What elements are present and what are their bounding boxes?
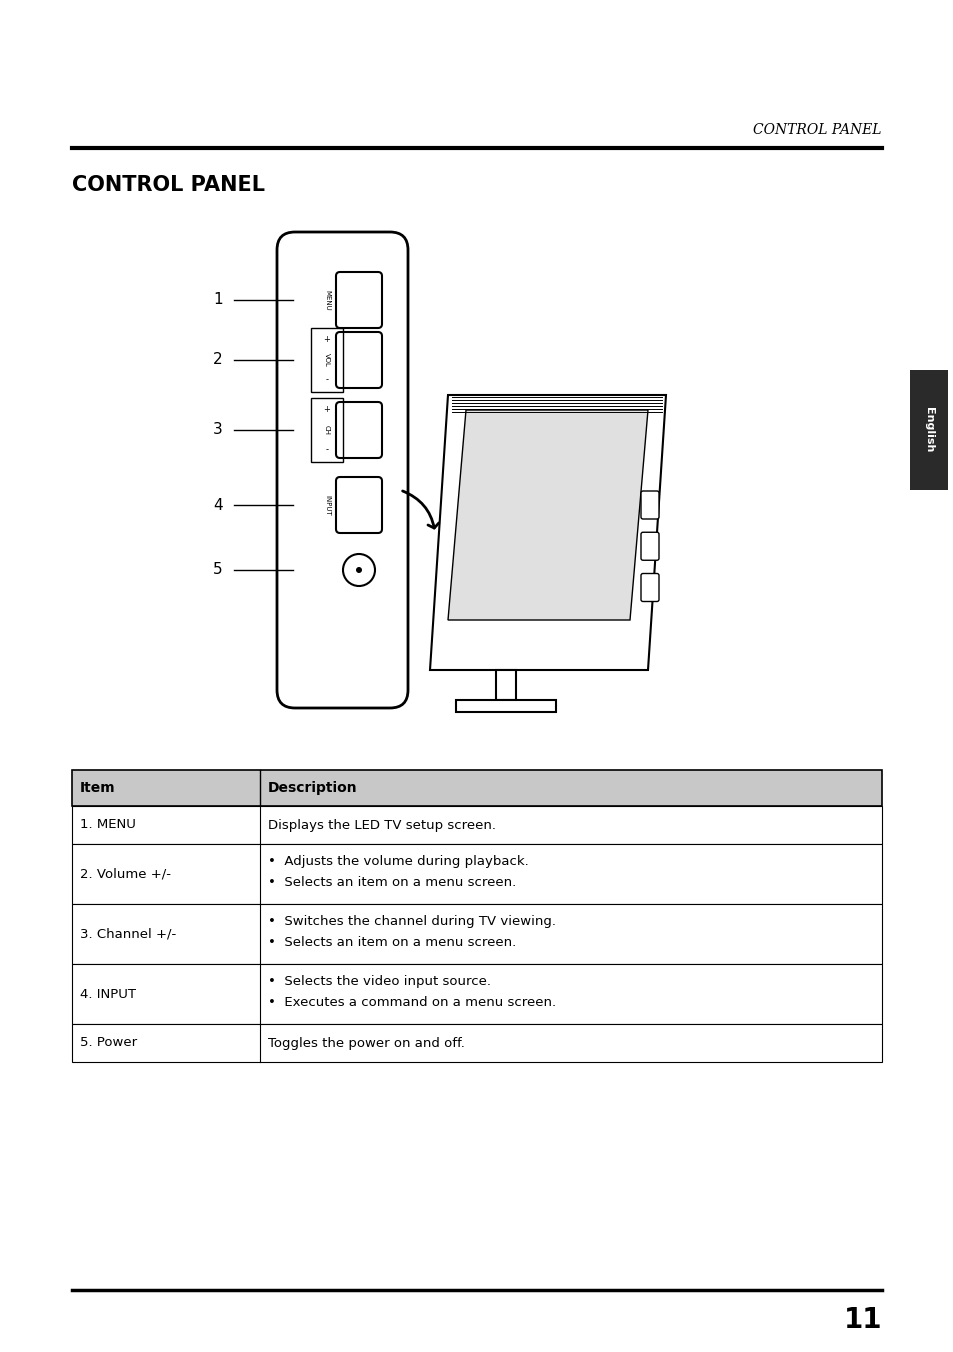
Bar	[71, 771, 882, 806]
Text: +: +	[323, 335, 330, 345]
Text: MENU: MENU	[324, 289, 330, 311]
Text: Item: Item	[80, 781, 115, 795]
Text: CONTROL PANEL: CONTROL PANEL	[71, 174, 265, 195]
Bar	[311, 397, 343, 462]
Bar	[71, 844, 882, 904]
Bar	[71, 1023, 882, 1063]
Text: 1. MENU: 1. MENU	[80, 818, 135, 831]
Bar	[311, 329, 343, 392]
Text: 5: 5	[213, 562, 223, 577]
Bar	[496, 671, 516, 700]
Text: 4. INPUT: 4. INPUT	[80, 987, 136, 1000]
Circle shape	[355, 566, 361, 573]
FancyBboxPatch shape	[640, 533, 659, 560]
Text: 3: 3	[213, 422, 223, 438]
Polygon shape	[430, 395, 665, 671]
Text: +: +	[323, 406, 330, 415]
Text: •  Selects an item on a menu screen.: • Selects an item on a menu screen.	[268, 876, 516, 890]
Text: 4: 4	[213, 498, 223, 512]
FancyBboxPatch shape	[640, 491, 659, 519]
Text: 5. Power: 5. Power	[80, 1037, 137, 1049]
Text: CONTROL PANEL: CONTROL PANEL	[753, 123, 882, 137]
Text: 11: 11	[842, 1306, 882, 1334]
Text: -: -	[325, 446, 328, 454]
Text: 2. Volume +/-: 2. Volume +/-	[80, 868, 171, 880]
Polygon shape	[448, 410, 647, 621]
FancyBboxPatch shape	[335, 402, 381, 458]
Text: Description: Description	[268, 781, 357, 795]
FancyBboxPatch shape	[335, 333, 381, 388]
Text: CH: CH	[324, 425, 330, 435]
Text: 3. Channel +/-: 3. Channel +/-	[80, 927, 176, 941]
Text: Toggles the power on and off.: Toggles the power on and off.	[268, 1037, 464, 1049]
FancyBboxPatch shape	[335, 272, 381, 329]
Bar	[71, 806, 882, 844]
Text: English: English	[923, 407, 933, 453]
Bar	[71, 964, 882, 1023]
Text: -: -	[325, 376, 328, 384]
Bar	[313, 258, 340, 681]
Text: VOL: VOL	[324, 353, 330, 366]
FancyBboxPatch shape	[909, 370, 947, 489]
Text: •  Switches the channel during TV viewing.: • Switches the channel during TV viewing…	[268, 915, 556, 927]
Text: •  Selects an item on a menu screen.: • Selects an item on a menu screen.	[268, 936, 516, 949]
Text: 2: 2	[213, 353, 223, 368]
Text: Displays the LED TV setup screen.: Displays the LED TV setup screen.	[268, 818, 496, 831]
Bar	[456, 700, 556, 713]
Circle shape	[343, 554, 375, 585]
Text: •  Executes a command on a menu screen.: • Executes a command on a menu screen.	[268, 996, 556, 1009]
FancyBboxPatch shape	[640, 573, 659, 602]
Text: •  Selects the video input source.: • Selects the video input source.	[268, 975, 491, 988]
Text: 1: 1	[213, 292, 223, 307]
Bar	[71, 904, 882, 964]
FancyBboxPatch shape	[276, 233, 408, 708]
Text: •  Adjusts the volume during playback.: • Adjusts the volume during playback.	[268, 854, 528, 868]
FancyBboxPatch shape	[335, 477, 381, 533]
Text: INPUT: INPUT	[324, 495, 330, 515]
